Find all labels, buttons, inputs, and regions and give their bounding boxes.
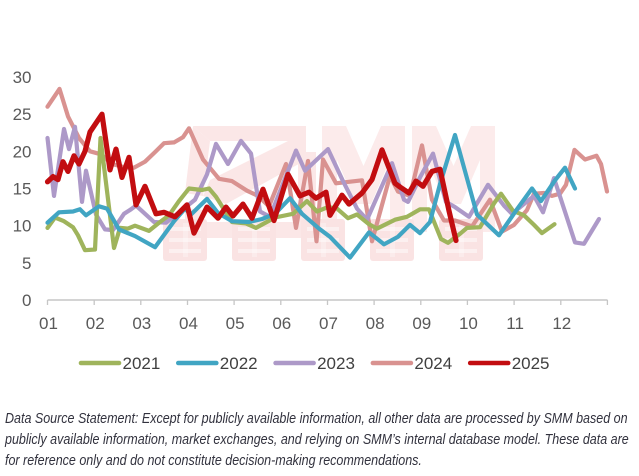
svg-text:02: 02: [86, 314, 105, 333]
svg-text:11: 11: [506, 314, 524, 333]
svg-text:06: 06: [272, 314, 291, 333]
svg-text:20: 20: [13, 142, 32, 161]
svg-text:15: 15: [13, 180, 32, 199]
svg-text:08: 08: [366, 314, 385, 333]
svg-text:09: 09: [412, 314, 431, 333]
svg-text:07: 07: [319, 314, 338, 333]
svg-text:30: 30: [13, 68, 32, 87]
svg-text:01: 01: [39, 314, 58, 333]
svg-text:10: 10: [13, 217, 32, 236]
svg-text:2023: 2023: [317, 354, 355, 373]
svg-text:10: 10: [459, 314, 478, 333]
svg-text:2025: 2025: [512, 354, 550, 373]
svg-text:05: 05: [226, 314, 245, 333]
svg-text:12: 12: [552, 314, 571, 333]
svg-text:2021: 2021: [123, 354, 161, 373]
svg-text:0: 0: [22, 291, 31, 310]
svg-text:2022: 2022: [220, 354, 258, 373]
svg-text:5: 5: [22, 254, 31, 273]
svg-text:04: 04: [179, 314, 198, 333]
svg-text:2024: 2024: [414, 354, 452, 373]
svg-text:25: 25: [13, 105, 32, 124]
svg-text:03: 03: [132, 314, 151, 333]
